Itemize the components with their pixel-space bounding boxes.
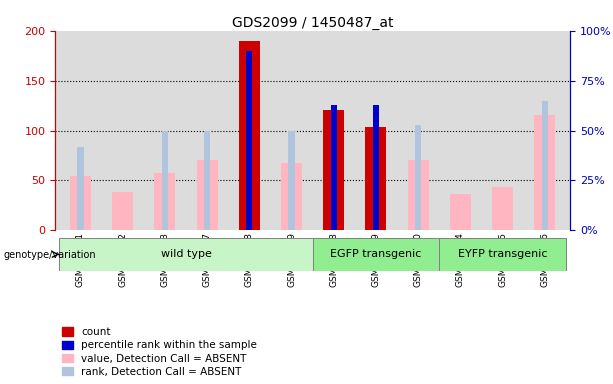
Bar [239, 41, 260, 230]
Bar [162, 131, 168, 230]
Bar [323, 109, 345, 230]
Text: EYFP transgenic: EYFP transgenic [458, 249, 547, 260]
Text: genotype/variation: genotype/variation [3, 250, 96, 260]
Bar [59, 238, 313, 271]
Bar [365, 127, 386, 230]
Bar [204, 131, 210, 230]
Bar [197, 159, 218, 230]
Bar [440, 238, 566, 271]
Bar [542, 101, 548, 230]
Legend: count, percentile rank within the sample, value, Detection Call = ABSENT, rank, : count, percentile rank within the sample… [60, 325, 259, 379]
Bar [534, 114, 555, 230]
Bar [77, 147, 83, 230]
Text: EGFP transgenic: EGFP transgenic [330, 249, 422, 260]
Bar [450, 194, 471, 230]
Bar [408, 159, 428, 230]
Bar [70, 177, 91, 230]
Bar [492, 187, 513, 230]
Bar [415, 124, 421, 230]
Bar [373, 104, 379, 230]
Bar [281, 162, 302, 230]
Bar [154, 174, 175, 230]
Title: GDS2099 / 1450487_at: GDS2099 / 1450487_at [232, 16, 394, 30]
Text: wild type: wild type [161, 249, 211, 260]
Bar [288, 131, 295, 230]
Bar [330, 104, 337, 230]
Bar [246, 51, 253, 230]
Bar [313, 238, 440, 271]
Bar [112, 192, 133, 230]
